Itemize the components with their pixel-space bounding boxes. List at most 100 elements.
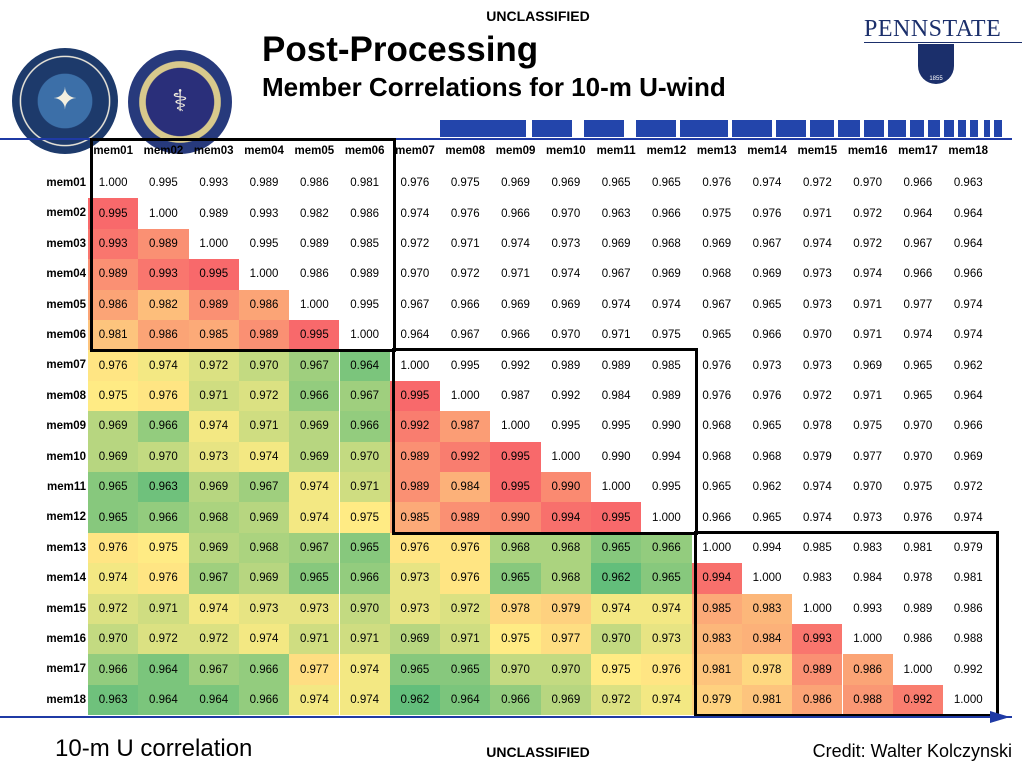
matrix-cell: 0.972: [591, 684, 642, 716]
matrix-cell: 0.995: [188, 259, 239, 290]
matrix-cell: 1.000: [400, 359, 430, 372]
matrix-cell: 0.965: [389, 654, 441, 685]
matrix-cell: 0.968: [238, 532, 290, 564]
matrix-cell: 0.981: [741, 684, 793, 716]
matrix-cell: 0.971: [450, 237, 480, 250]
matrix-cell: 0.969: [601, 237, 631, 250]
matrix-cell: 0.967: [289, 532, 340, 564]
matrix-cell: 0.993: [792, 624, 843, 655]
matrix-cell: 0.975: [903, 481, 933, 494]
classification-bottom: UNCLASSIFIED: [486, 744, 590, 760]
matrix-cell: 0.969: [238, 563, 290, 594]
matrix-cell: 0.995: [149, 177, 178, 190]
matrix-cell: 0.969: [501, 298, 530, 311]
matrix-cell: 0.965: [702, 329, 732, 342]
matrix-cell: 0.975: [138, 532, 189, 564]
matrix-cell: 0.966: [339, 411, 390, 442]
matrix-cell: 0.992: [551, 389, 581, 402]
decorative-bar: [680, 120, 728, 137]
matrix-cell: 0.975: [853, 420, 883, 433]
matrix-cell: 0.992: [501, 359, 530, 372]
matrix-cell: 0.986: [299, 268, 329, 281]
matrix-cell: 0.993: [853, 602, 883, 615]
credit-text: Credit: Walter Kolczynski: [812, 741, 1012, 761]
matrix-cell: 0.969: [953, 450, 983, 463]
matrix-cell: 0.963: [953, 177, 983, 190]
column-header-mem09: mem09: [495, 145, 536, 157]
matrix-cell: 0.985: [389, 502, 441, 533]
matrix-cell: 0.995: [289, 320, 340, 351]
row-header-mem10: mem10: [46, 450, 86, 463]
matrix-cell: 0.965: [752, 298, 782, 311]
column-header-mem07: mem07: [395, 145, 435, 157]
slide-title: Post-Processing: [262, 30, 539, 69]
matrix-cell: 0.976: [752, 389, 782, 402]
matrix-cell: 0.985: [691, 593, 742, 624]
matrix-cell: 0.986: [842, 654, 893, 685]
matrix-cell: 0.970: [903, 420, 933, 433]
matrix-cell: 0.979: [540, 593, 591, 624]
matrix-cell: 0.974: [802, 237, 832, 250]
matrix-cell: 0.976: [702, 389, 732, 402]
row-header-mem14: mem14: [46, 572, 86, 585]
arrow-right-icon: [990, 711, 1010, 723]
matrix-cell: 0.989: [299, 237, 329, 250]
decorative-bar: [776, 120, 806, 137]
matrix-cell: 0.964: [440, 684, 491, 716]
matrix-cell: 0.970: [88, 624, 139, 655]
matrix-cell: 0.974: [400, 207, 430, 220]
decorative-bar: [994, 120, 1002, 137]
matrix-cell: 0.974: [903, 329, 933, 342]
matrix-cell: 0.974: [802, 511, 832, 524]
column-header-mem01: mem01: [93, 145, 133, 157]
matrix-cell: 0.962: [591, 563, 642, 594]
matrix-cell: 0.992: [389, 411, 441, 442]
matrix-cell: 0.966: [138, 502, 189, 533]
matrix-cell: 0.970: [802, 329, 832, 342]
matrix-cell: 0.976: [400, 177, 430, 190]
matrix-cell: 0.965: [903, 389, 933, 402]
matrix-cell: 0.964: [138, 654, 189, 685]
matrix-cell: 1.000: [350, 329, 380, 342]
matrix-cell: 0.995: [389, 380, 441, 412]
matrix-cell: 0.986: [299, 177, 329, 190]
decorative-bar: [970, 120, 978, 137]
matrix-cell: 0.989: [903, 602, 933, 615]
row-header-mem07: mem07: [46, 359, 86, 372]
matrix-cell: 0.992: [892, 684, 944, 716]
matrix-cell: 1.000: [199, 237, 229, 250]
matrix-cell: 0.976: [138, 563, 189, 594]
header-rule: [0, 138, 1012, 140]
matrix-cell: 0.966: [450, 298, 480, 311]
matrix-cell: 0.966: [953, 420, 983, 433]
matrix-cell: 0.973: [238, 593, 290, 624]
decorative-bar: [910, 120, 924, 137]
matrix-cell: 0.974: [953, 329, 983, 342]
decorative-bar: [944, 120, 954, 137]
matrix-cell: 0.973: [551, 237, 581, 250]
matrix-cell: 0.993: [138, 259, 189, 290]
matrix-cell: 0.974: [88, 563, 139, 594]
matrix-cell: 0.992: [440, 441, 491, 472]
matrix-cell: 0.989: [652, 389, 681, 402]
pennstate-wordmark: PENNSTATE: [864, 16, 1002, 42]
matrix-cell: 0.965: [903, 359, 933, 372]
matrix-cell: 0.979: [802, 450, 832, 463]
matrix-cell: 0.964: [953, 389, 983, 402]
column-header-mem16: mem16: [847, 145, 888, 157]
matrix-cell: 0.966: [953, 268, 983, 281]
matrix-cell: 0.976: [389, 532, 441, 564]
matrix-cell: 0.981: [88, 320, 139, 351]
matrix-cell: 0.974: [501, 237, 530, 250]
matrix-cell: 0.966: [490, 684, 541, 716]
matrix-cell: 0.962: [752, 481, 782, 494]
row-header-mem08: mem08: [46, 389, 86, 402]
matrix-cell: 0.990: [652, 420, 681, 433]
matrix-cell: 0.973: [802, 268, 832, 281]
matrix-cell: 0.964: [400, 329, 430, 342]
dna-icon: ⚕: [171, 85, 189, 118]
matrix-cell: 0.990: [601, 450, 631, 463]
matrix-cell: 0.970: [540, 654, 591, 685]
matrix-cell: 0.974: [591, 593, 642, 624]
matrix-cell: 0.992: [953, 663, 983, 676]
